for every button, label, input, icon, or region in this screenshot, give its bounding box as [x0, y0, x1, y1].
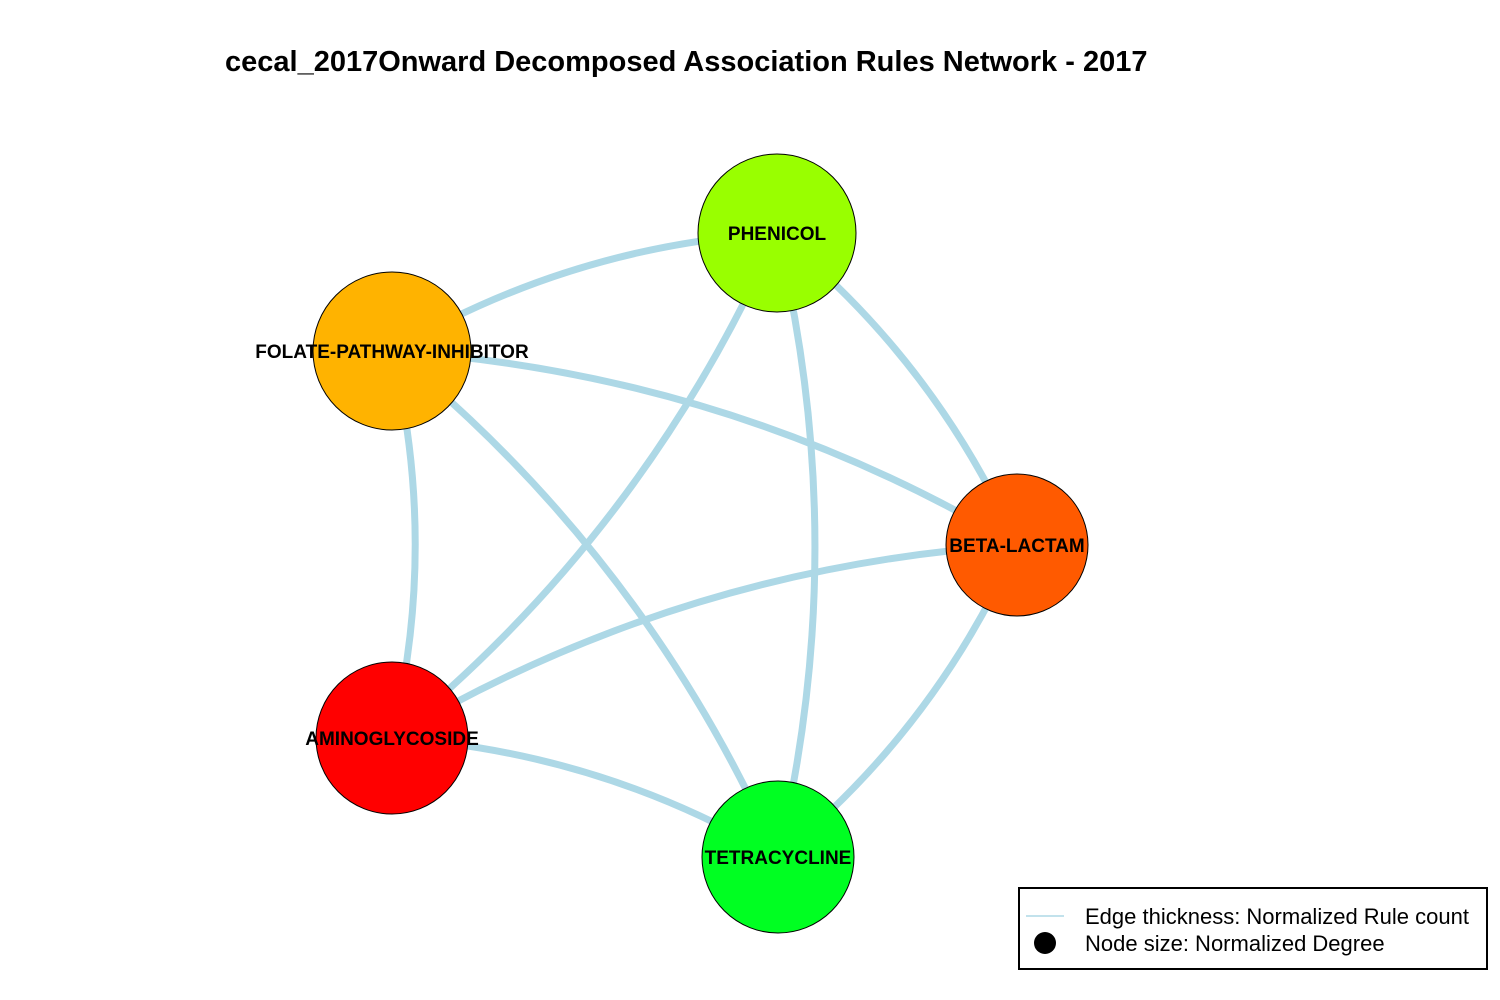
node-beta-circle	[945, 473, 1089, 617]
node-tetra: TETRACYCLINE	[701, 780, 855, 934]
legend-node-swatch	[1034, 932, 1056, 954]
edge-phenicol-amino	[388, 229, 781, 742]
node-phenicol-circle	[697, 153, 857, 313]
edges-layer	[388, 229, 1021, 861]
legend-box	[1018, 887, 1488, 970]
node-phenicol: PHENICOL	[697, 153, 857, 313]
edge-phenicol-tetra	[773, 229, 819, 861]
node-folate: FOLATE-PATHWAY-INHIBITOR	[255, 271, 529, 431]
node-beta: BETA-LACTAM	[945, 473, 1089, 617]
node-folate-label: FOLATE-PATHWAY-INHIBITOR	[255, 342, 529, 363]
legend: Edge thickness: Normalized Rule count No…	[1018, 887, 1488, 970]
node-beta-label: BETA-LACTAM	[949, 536, 1084, 557]
node-tetra-label: TETRACYCLINE	[705, 848, 852, 869]
edge-folate-beta	[388, 347, 1021, 549]
legend-edge-label: Edge thickness: Normalized Rule count	[1085, 904, 1469, 929]
chart-title: cecal_2017Onward Decomposed Association …	[225, 46, 1147, 78]
edge-folate-tetra	[388, 347, 782, 861]
node-phenicol-label: PHENICOL	[728, 224, 827, 245]
node-amino: AMINOGLYCOSIDE	[305, 661, 479, 815]
node-amino-label: AMINOGLYCOSIDE	[305, 729, 479, 750]
node-tetra-circle	[701, 780, 855, 934]
node-folate-circle	[312, 271, 472, 431]
nodes-layer: PHENICOL FOLATE-PATHWAY-INHIBITOR BETA-LAC…	[255, 153, 1089, 934]
legend-node-label: Node size: Normalized Degree	[1085, 931, 1385, 956]
edge-amino-beta	[388, 541, 1021, 742]
node-amino-circle	[315, 661, 469, 815]
